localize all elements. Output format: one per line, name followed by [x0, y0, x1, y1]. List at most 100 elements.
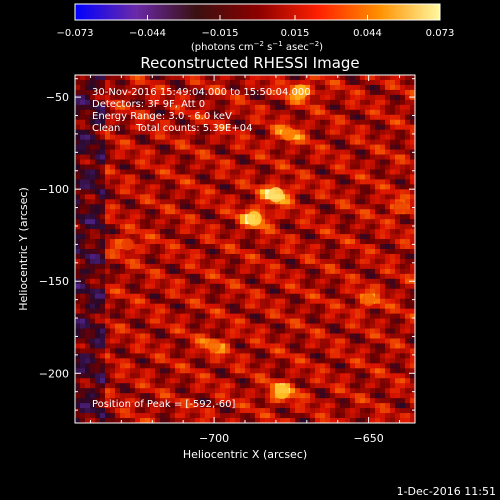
- heatmap-cell: [175, 313, 181, 319]
- heatmap-cell: [110, 358, 116, 364]
- heatmap-cell: [375, 144, 381, 150]
- heatmap-cell: [185, 234, 191, 240]
- heatmap-cell: [145, 253, 151, 260]
- heatmap-cell: [375, 268, 381, 275]
- heatmap-cell: [135, 99, 141, 106]
- heatmap-cell: [110, 368, 116, 374]
- heatmap-cell: [170, 249, 176, 255]
- heatmap-cell: [175, 89, 181, 96]
- heatmap-cell: [115, 229, 121, 235]
- heatmap-cell: [350, 109, 356, 116]
- heatmap-cell: [95, 253, 101, 260]
- heatmap-cell: [165, 388, 171, 394]
- heatmap-cell: [310, 169, 316, 175]
- heatmap-cell: [145, 139, 151, 145]
- heatmap-cell: [110, 75, 116, 81]
- heatmap-cell: [210, 393, 216, 399]
- heatmap-cell: [280, 114, 286, 121]
- heatmap-cell: [140, 308, 146, 315]
- heatmap-cell: [380, 403, 386, 409]
- heatmap-cell: [325, 164, 331, 170]
- heatmap-cell: [375, 343, 381, 349]
- heatmap-cell: [100, 234, 106, 240]
- heatmap-cell: [80, 89, 86, 96]
- heatmap-cell: [205, 268, 211, 275]
- heatmap-cell: [90, 328, 96, 334]
- heatmap-cell: [235, 104, 241, 111]
- heatmap-cell: [320, 333, 326, 339]
- heatmap-cell: [90, 224, 96, 230]
- heatmap-cell: [355, 244, 361, 250]
- heatmap-cell: [145, 89, 151, 96]
- heatmap-cell: [405, 114, 411, 121]
- heatmap-cell: [125, 174, 131, 180]
- heatmap-cell: [160, 273, 166, 280]
- heatmap-cell: [120, 189, 126, 195]
- heatmap-cell: [320, 308, 326, 315]
- heatmap-cell: [210, 149, 216, 155]
- heatmap-cell: [345, 353, 351, 359]
- heatmap-cell: [200, 134, 206, 141]
- heatmap-cell: [285, 75, 291, 81]
- x-axis-ticks: −700−650−600: [89, 75, 401, 445]
- heatmap-cell: [105, 129, 111, 136]
- heatmap-cell: [360, 418, 366, 423]
- heatmap-cell: [100, 184, 106, 190]
- heatmap-cell: [80, 149, 86, 155]
- heatmap-cell: [190, 249, 196, 255]
- heatmap-cell: [320, 253, 326, 260]
- heatmap-cell: [130, 388, 136, 394]
- heatmap-cell: [385, 323, 391, 329]
- heatmap-cell: [305, 224, 311, 230]
- heatmap-cell: [180, 318, 186, 324]
- heatmap-cell: [300, 229, 306, 235]
- heatmap-cell: [260, 293, 266, 300]
- heatmap-cell: [285, 99, 291, 106]
- heatmap-cell: [335, 358, 341, 364]
- heatmap-cell: [90, 219, 96, 225]
- heatmap-cell: [225, 184, 231, 190]
- heatmap-cell: [125, 283, 131, 290]
- heatmap-cell: [170, 204, 176, 210]
- heatmap-cell: [345, 363, 351, 369]
- heatmap-cell: [80, 373, 86, 379]
- heatmap-cell: [85, 219, 91, 225]
- heatmap-cell: [270, 253, 276, 260]
- heatmap-cell: [295, 244, 301, 250]
- heatmap-cell: [150, 99, 156, 106]
- heatmap-cell: [115, 184, 121, 190]
- heatmap-cell: [110, 373, 116, 379]
- heatmap-cell: [240, 129, 246, 136]
- heatmap-cell: [175, 363, 181, 369]
- heatmap-cell: [115, 303, 121, 310]
- heatmap-cell: [210, 239, 216, 245]
- bright-source-point: [281, 127, 296, 141]
- heatmap-cell: [385, 94, 391, 101]
- heatmap-cell: [250, 268, 256, 275]
- heatmap-cell: [170, 149, 176, 155]
- heatmap-cell: [110, 328, 116, 334]
- heatmap-cell: [270, 353, 276, 359]
- heatmap-cell: [225, 278, 231, 285]
- heatmap-cell: [345, 75, 351, 81]
- heatmap-cell: [220, 219, 226, 225]
- heatmap-cell: [105, 298, 111, 305]
- heatmap-cell: [165, 293, 171, 300]
- heatmap-cell: [315, 214, 321, 220]
- heatmap-cell: [325, 313, 331, 319]
- heatmap-cell: [245, 249, 251, 255]
- heatmap-cell: [175, 124, 181, 131]
- heatmap-cell: [205, 363, 211, 369]
- heatmap-cell: [220, 283, 226, 290]
- heatmap-cell: [125, 119, 131, 126]
- heatmap-cell: [200, 393, 206, 399]
- heatmap-cell: [370, 189, 376, 195]
- heatmap-cell: [140, 219, 146, 225]
- heatmap-cell: [325, 338, 331, 344]
- heatmap-cell: [175, 278, 181, 285]
- heatmap-cell: [385, 194, 391, 200]
- heatmap-cell: [320, 94, 326, 101]
- heatmap-cell: [75, 229, 81, 235]
- heatmap-cell: [140, 199, 146, 205]
- heatmap-cell: [275, 268, 281, 275]
